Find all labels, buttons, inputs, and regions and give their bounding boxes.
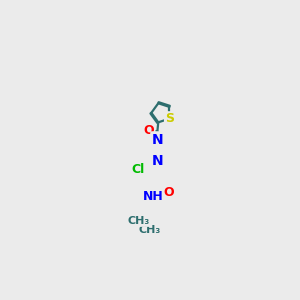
Text: Cl: Cl bbox=[131, 163, 145, 176]
Text: O: O bbox=[144, 124, 154, 136]
Text: NH: NH bbox=[142, 190, 163, 203]
Text: S: S bbox=[165, 112, 174, 125]
Text: CH₃: CH₃ bbox=[128, 216, 150, 226]
Text: N: N bbox=[152, 133, 163, 147]
Text: N: N bbox=[152, 133, 163, 147]
Text: N: N bbox=[152, 154, 163, 168]
Text: CH₃: CH₃ bbox=[139, 225, 161, 235]
Text: O: O bbox=[163, 186, 174, 199]
